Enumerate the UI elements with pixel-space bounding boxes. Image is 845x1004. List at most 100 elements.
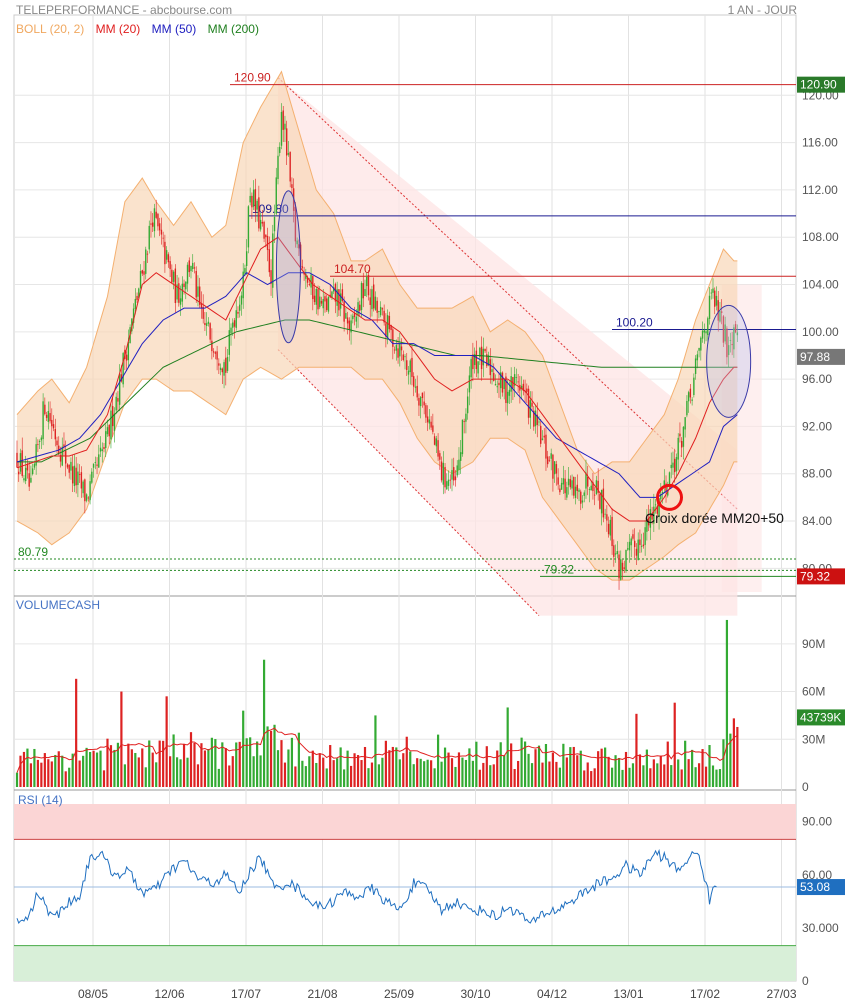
volume-bar [537, 745, 541, 787]
candle-body [733, 327, 735, 350]
volume-bar [19, 755, 22, 787]
candle-body [557, 477, 559, 485]
candle-body [680, 440, 683, 448]
volume-bar [666, 741, 669, 787]
volume-bar [315, 762, 318, 787]
candle-body [574, 486, 577, 499]
candle-body [500, 372, 502, 389]
volume-bar [214, 739, 217, 787]
legend-mm50: MM (50) [151, 22, 197, 36]
candle-body [599, 494, 601, 509]
volume-bar [659, 755, 662, 787]
volume-bar [510, 743, 513, 787]
volume-bar [617, 757, 621, 787]
candle-body [379, 306, 382, 316]
volume-bar [520, 737, 523, 787]
candle-body [606, 514, 608, 521]
candle-body [207, 321, 210, 324]
candle-body [404, 356, 406, 358]
candle-body [625, 549, 627, 571]
candle-body [576, 484, 578, 491]
candle-body [587, 476, 589, 487]
candle-body [571, 480, 573, 489]
volume-bar [374, 715, 377, 787]
volume-bar [523, 741, 527, 787]
volume-bar [530, 763, 534, 787]
candle-body [78, 474, 81, 475]
candle-body [360, 282, 363, 311]
candle-body [416, 385, 418, 398]
candle-body [113, 413, 116, 431]
mm200-line [17, 319, 738, 463]
golden-cross-circle [656, 483, 683, 511]
candle-body [51, 419, 53, 427]
volume-last-badge-bg [797, 709, 845, 726]
candle-body [249, 195, 251, 203]
candle-body [682, 426, 685, 447]
candle-body [190, 265, 192, 272]
candle-body [366, 276, 368, 287]
candle-body [423, 401, 425, 406]
candle-body [691, 399, 693, 401]
candle-body [315, 288, 317, 305]
volume-bar [207, 749, 210, 787]
volume-bar [367, 768, 370, 787]
candle-body [418, 397, 420, 406]
candle-body [562, 478, 565, 485]
candle-body [252, 189, 255, 207]
candle-body [564, 478, 566, 494]
volume-bar [301, 760, 304, 787]
volume-bar [579, 750, 582, 787]
candle-body [635, 548, 638, 556]
candle-body [105, 431, 107, 448]
candle-body [331, 291, 333, 298]
rsi-tick-label: 0 [802, 974, 809, 988]
volume-bar [649, 768, 652, 787]
volume-bar [57, 751, 60, 787]
period-label[interactable]: 1 AN - JOUR [727, 3, 797, 17]
candle-body [470, 358, 472, 378]
price-tick-label: 112.00 [802, 183, 838, 197]
volume-bar [597, 751, 600, 787]
candle-body [68, 464, 70, 473]
volume-bar [297, 732, 300, 787]
volume-bar [179, 759, 182, 787]
candle-body [390, 324, 392, 331]
candle-body [592, 482, 594, 492]
candle-body [200, 303, 203, 309]
volume-bar [134, 752, 137, 787]
candle-body [305, 273, 307, 279]
candle-body [228, 330, 230, 355]
volume-bar [398, 759, 401, 787]
max-price-badge: 120.90 [800, 78, 837, 92]
last-price-badge-bg [797, 348, 845, 365]
volume-bar [363, 746, 367, 787]
volume-bar [607, 756, 610, 787]
candle-body [510, 376, 512, 392]
candle-body [80, 472, 83, 489]
volume-bar [384, 740, 387, 787]
candle-body [670, 464, 672, 469]
candle-body [489, 359, 491, 376]
candle-body [263, 221, 265, 239]
volume-bar [308, 756, 311, 787]
volume-bar [447, 752, 450, 787]
volume-bar [249, 737, 252, 787]
candle-body [346, 317, 349, 324]
candle-body [350, 320, 352, 333]
candle-body [414, 386, 417, 388]
candle-body [458, 459, 460, 470]
candle-body [106, 427, 109, 435]
candle-body [326, 298, 328, 311]
candle-body [698, 347, 700, 351]
volume-bar [471, 760, 474, 787]
volume-bar [377, 764, 381, 787]
candle-body [66, 464, 69, 468]
volume-bar [496, 750, 499, 787]
volume-bar [235, 742, 238, 787]
candle-body [705, 331, 707, 334]
volume-bar [680, 769, 683, 787]
volume-bar [137, 757, 140, 787]
volume-bar [381, 757, 384, 787]
candle-body [447, 479, 450, 486]
